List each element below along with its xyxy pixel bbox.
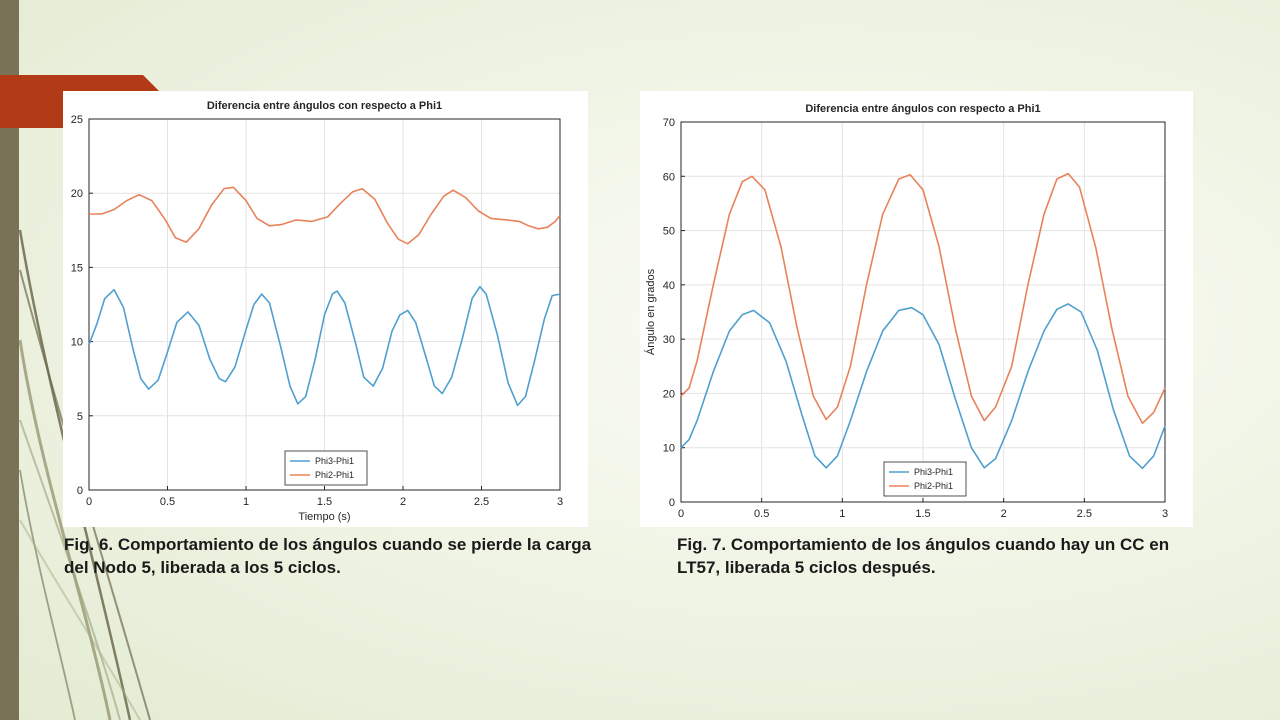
chart1-ytick-label: 5 <box>77 411 83 423</box>
chart2-ytick-label: 20 <box>663 388 675 400</box>
chart1-xtick-label: 2 <box>400 496 406 508</box>
chart-fig6: 0 0.5 1 1.5 2 2.5 3 0 5 10 15 20 25 Diferencia entre … <box>63 91 588 527</box>
chart2-series-line-1 <box>680 303 1166 470</box>
chart-fig7: 0 0.5 1 1.5 2 2.5 3 0 10 20 30 40 50 60 70 Diferencia e… <box>640 91 1193 527</box>
figure-caption-fig7: Fig. 7. Comportamiento de los ángulos cu… <box>677 535 1170 577</box>
chart1-xtick-label: 0.5 <box>160 496 175 508</box>
chart2-ytick-label: 60 <box>663 171 675 183</box>
chart1-ytick-label: 25 <box>71 114 83 126</box>
chart2-legend-label-1: Phi3-Phi1 <box>914 467 953 477</box>
chart2-ylabel: Ángulo en grados <box>644 268 657 355</box>
chart1-ytick-label: 20 <box>71 188 83 200</box>
chart2-xtick-label: 3 <box>1162 508 1168 520</box>
chart1-title: Diferencia entre ángulos con respecto a … <box>207 100 442 112</box>
chart2-title: Diferencia entre ángulos con respecto a … <box>805 103 1040 115</box>
chart1-legend-label-2: Phi2-Phi1 <box>315 470 354 480</box>
slide-left-bar <box>0 0 19 720</box>
chart2-ytick-label: 40 <box>663 280 675 292</box>
chart2-xtick-label: 0 <box>678 508 684 520</box>
chart2-xtick-label: 2 <box>1001 508 1007 520</box>
chart1-xtick-label: 3 <box>557 496 563 508</box>
chart1-xtick-label: 2.5 <box>474 496 489 508</box>
chart2-legend-label-2: Phi2-Phi1 <box>914 481 953 491</box>
chart1-xtick-label: 1.5 <box>317 496 332 508</box>
chart2-xtick-label: 2.5 <box>1077 508 1092 520</box>
chart2-xtick-label: 1.5 <box>915 508 930 520</box>
chart2-series-line-2 <box>680 172 1166 425</box>
chart2-ytick-label: 0 <box>669 497 675 509</box>
chart1-legend <box>284 450 368 486</box>
chart2-xtick-label: 1 <box>839 508 845 520</box>
chart-fig6-svg: 0 0.5 1 1.5 2 2.5 3 0 5 10 15 20 25 Diferencia entre … <box>71 100 563 523</box>
chart1-series-line-2 <box>89 186 561 245</box>
chart2-ytick-label: 10 <box>663 443 675 455</box>
chart1-ytick-label: 0 <box>77 485 83 497</box>
chart1-ytick-label: 10 <box>71 337 83 349</box>
chart2-ytick-label: 30 <box>663 334 675 346</box>
chart1-series-line-1 <box>88 285 561 407</box>
chart1-ytick-label: 15 <box>71 262 83 274</box>
chart1-xtick-label: 0 <box>86 496 92 508</box>
figure-caption-fig6: Fig. 6. Comportamiento de los ángulos cu… <box>64 535 592 577</box>
chart2-ytick-label: 70 <box>663 117 675 129</box>
chart2-legend <box>883 461 967 497</box>
chart1-xlabel: Tiempo (s) <box>298 511 350 523</box>
chart1-xtick-label: 1 <box>243 496 249 508</box>
chart2-xtick-label: 0.5 <box>754 508 769 520</box>
chart1-legend-label-1: Phi3-Phi1 <box>315 456 354 466</box>
chart2-ytick-label: 50 <box>663 226 675 238</box>
